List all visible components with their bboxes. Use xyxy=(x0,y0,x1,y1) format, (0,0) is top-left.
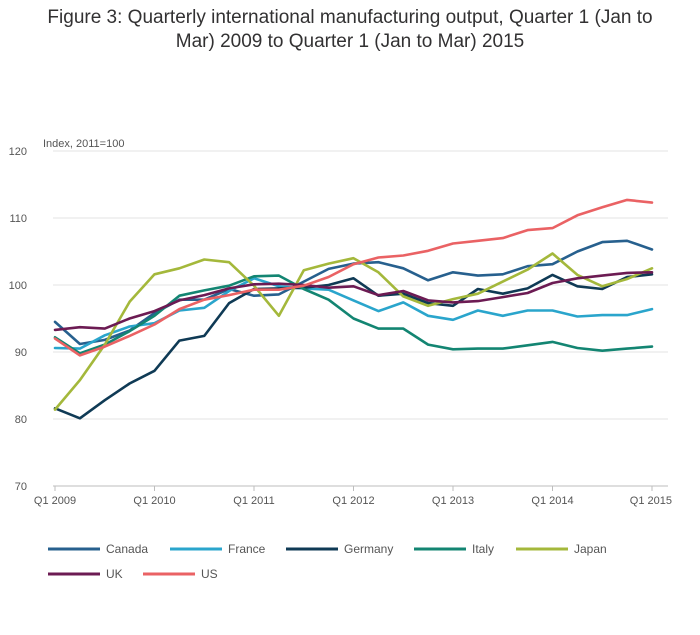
y-tick-80: 80 xyxy=(15,414,27,426)
y-tick-label: 110 xyxy=(9,213,27,225)
y-tick-90: 90 xyxy=(15,347,27,359)
y-tick-label: 80 xyxy=(15,414,27,426)
series-lines xyxy=(53,198,654,420)
legend-item-france: France xyxy=(170,542,266,556)
x-tick-label: Q1 2014 xyxy=(531,495,573,507)
y-tick-label: 120 xyxy=(9,146,27,158)
series-line-italy xyxy=(53,274,654,355)
series-line-uk xyxy=(53,270,654,332)
x-axis: Q1 2009 Q1 2010 Q1 2011 Q1 2012 Q1 2013 Q1 20… xyxy=(34,486,672,507)
legend-item-japan: Japan xyxy=(516,542,607,556)
y-tick-70: 70 xyxy=(15,481,27,493)
x-tick: Q1 2009 xyxy=(34,495,76,507)
legend-item-italy: Italy xyxy=(414,542,494,556)
y-tick-120: 120 xyxy=(9,146,27,158)
legend-label: UK xyxy=(106,567,123,581)
y-axis-unit-label: Index, 2011=100 xyxy=(43,138,124,150)
gridlines xyxy=(53,150,668,487)
x-tick: Q1 2011 xyxy=(233,495,274,507)
y-tick-label: 70 xyxy=(15,481,27,493)
x-tick-label: Q1 2013 xyxy=(432,495,474,507)
y-tick-100: 100 xyxy=(9,280,27,292)
legend-item-uk: UK xyxy=(48,567,123,581)
x-tick: Q1 2014 xyxy=(531,495,573,507)
x-tick: Q1 2015 xyxy=(630,495,672,507)
x-tick: Q1 2012 xyxy=(332,495,374,507)
legend-label: US xyxy=(201,567,218,581)
legend-label: Japan xyxy=(574,542,607,556)
y-axis: 70 80 90 100 110 120 xyxy=(9,146,27,493)
legend: Canada France Germany Italy Japan UK US xyxy=(48,542,607,581)
series-line-germany xyxy=(53,272,654,420)
series-line-japan xyxy=(53,252,654,411)
legend-item-us: US xyxy=(143,567,218,581)
chart-title-line-1: Figure 3: Quarterly international manufa… xyxy=(47,7,653,28)
chart-title: Figure 3: Quarterly international manufa… xyxy=(0,6,700,54)
legend-label: Italy xyxy=(472,542,494,556)
x-tick: Q1 2013 xyxy=(432,495,474,507)
y-tick-110: 110 xyxy=(9,213,27,225)
x-tick: Q1 2010 xyxy=(133,495,175,507)
y-tick-label: 100 xyxy=(9,280,27,292)
legend-item-canada: Canada xyxy=(48,542,148,556)
legend-label: Germany xyxy=(344,542,393,556)
x-tick-label: Q1 2015 xyxy=(630,495,672,507)
legend-item-germany: Germany xyxy=(286,542,393,556)
legend-label: Canada xyxy=(106,542,148,556)
legend-label: France xyxy=(228,542,266,556)
chart-title-line-2: Mar) 2009 to Quarter 1 (Jan to Mar) 2015 xyxy=(175,31,525,52)
x-tick-label: Q1 2010 xyxy=(133,495,175,507)
y-tick-label: 90 xyxy=(15,347,27,359)
x-tick-label: Q1 2011 xyxy=(233,495,274,507)
x-tick-label: Q1 2009 xyxy=(34,495,76,507)
x-tick-label: Q1 2012 xyxy=(332,495,374,507)
series-line-us xyxy=(53,198,654,357)
